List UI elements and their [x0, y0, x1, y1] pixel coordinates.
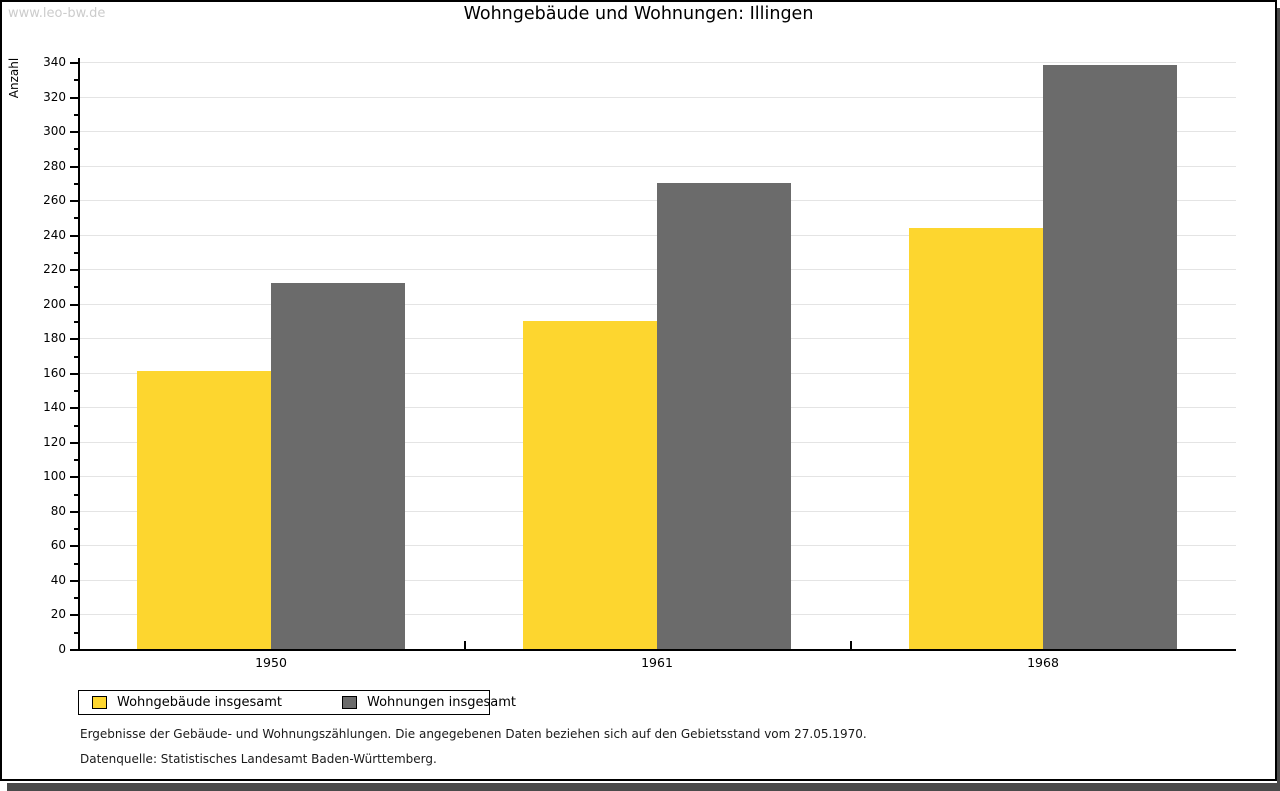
- y-major-tick: [70, 166, 78, 168]
- y-minor-tick: [74, 597, 78, 599]
- y-tick-label: 40: [50, 573, 66, 587]
- y-major-tick: [70, 442, 78, 444]
- y-axis-line: [78, 58, 80, 651]
- x-category-label: 1968: [1027, 655, 1059, 670]
- y-minor-tick: [74, 459, 78, 461]
- gridline: [80, 131, 1236, 132]
- plot-area: 0 20 40 60 80 100 120 140 160 180 200 220 240 260 280 3…: [2, 2, 1275, 779]
- y-tick-label: 80: [50, 504, 66, 518]
- y-major-tick: [70, 476, 78, 478]
- gridline: [80, 62, 1236, 63]
- x-tick: [850, 641, 852, 649]
- y-tick-label: 120: [43, 435, 66, 449]
- y-major-tick: [70, 407, 78, 409]
- page-shadow-right: [1277, 8, 1280, 791]
- y-tick-label: 0: [58, 642, 66, 656]
- y-tick-label: 200: [43, 297, 66, 311]
- y-major-tick: [70, 511, 78, 513]
- x-tick: [464, 641, 466, 649]
- y-tick-label: 160: [43, 366, 66, 380]
- y-major-tick: [70, 62, 78, 64]
- legend-label-wohnungen: Wohnungen insgesamt: [367, 695, 516, 710]
- y-minor-tick: [74, 148, 78, 150]
- bar-wohnungen-1968: [1043, 65, 1177, 649]
- legend-label-wohngebaeude: Wohngebäude insgesamt: [117, 695, 282, 710]
- bar-wohngebaeude-1961: [523, 321, 657, 649]
- page-shadow-bottom: [7, 783, 1280, 791]
- bar-wohnungen-1961: [657, 183, 791, 649]
- gridline: [80, 166, 1236, 167]
- y-tick-label: 20: [50, 607, 66, 621]
- y-tick-label: 320: [43, 90, 66, 104]
- y-major-tick: [70, 269, 78, 271]
- y-major-tick: [70, 235, 78, 237]
- y-minor-tick: [74, 425, 78, 427]
- x-axis-line: [78, 649, 1236, 651]
- y-tick-label: 260: [43, 193, 66, 207]
- y-minor-tick: [74, 632, 78, 634]
- footnote-line1: Ergebnisse der Gebäude- und Wohnungszähl…: [80, 727, 867, 741]
- legend-swatch-wohnungen: [342, 696, 357, 709]
- y-major-tick: [70, 545, 78, 547]
- legend-item-wohngebaeude: Wohngebäude insgesamt: [92, 695, 282, 710]
- y-minor-tick: [74, 390, 78, 392]
- y-major-tick: [70, 97, 78, 99]
- y-major-tick: [70, 373, 78, 375]
- chart-title: Wohngebäude und Wohnungen: Illingen: [463, 4, 814, 24]
- y-minor-tick: [74, 528, 78, 530]
- y-major-tick: [70, 649, 78, 651]
- y-tick-label: 220: [43, 262, 66, 276]
- legend: Wohngebäude insgesamt Wohnungen insgesam…: [78, 690, 516, 715]
- y-minor-tick: [74, 494, 78, 496]
- y-minor-tick: [74, 563, 78, 565]
- y-tick-label: 240: [43, 228, 66, 242]
- y-tick-label: 340: [43, 55, 66, 69]
- y-tick-label: 100: [43, 469, 66, 483]
- y-minor-tick: [74, 217, 78, 219]
- y-major-tick: [70, 304, 78, 306]
- x-category-label: 1950: [255, 655, 287, 670]
- y-minor-tick: [74, 356, 78, 358]
- legend-swatch-wohngebaeude: [92, 696, 107, 709]
- watermark: www.leo-bw.de: [8, 6, 106, 21]
- y-major-tick: [70, 131, 78, 133]
- y-tick-label: 280: [43, 159, 66, 173]
- y-minor-tick: [74, 79, 78, 81]
- bar-wohngebaeude-1950: [137, 371, 271, 649]
- y-major-tick: [70, 580, 78, 582]
- y-major-tick: [70, 614, 78, 616]
- y-minor-tick: [74, 252, 78, 254]
- bar-wohngebaeude-1968: [909, 228, 1043, 649]
- y-major-tick: [70, 338, 78, 340]
- gridline: [80, 97, 1236, 98]
- legend-item-wohnungen: Wohnungen insgesamt: [342, 695, 516, 710]
- y-minor-tick: [74, 183, 78, 185]
- x-category-label: 1961: [641, 655, 673, 670]
- y-minor-tick: [74, 286, 78, 288]
- y-tick-label: 60: [50, 538, 66, 552]
- y-tick-label: 180: [43, 331, 66, 345]
- y-major-tick: [70, 200, 78, 202]
- bar-wohnungen-1950: [271, 283, 405, 649]
- y-minor-tick: [74, 114, 78, 116]
- y-minor-tick: [74, 321, 78, 323]
- y-tick-label: 300: [43, 124, 66, 138]
- y-tick-label: 140: [43, 400, 66, 414]
- footnote-line2: Datenquelle: Statistisches Landesamt Bad…: [80, 752, 437, 766]
